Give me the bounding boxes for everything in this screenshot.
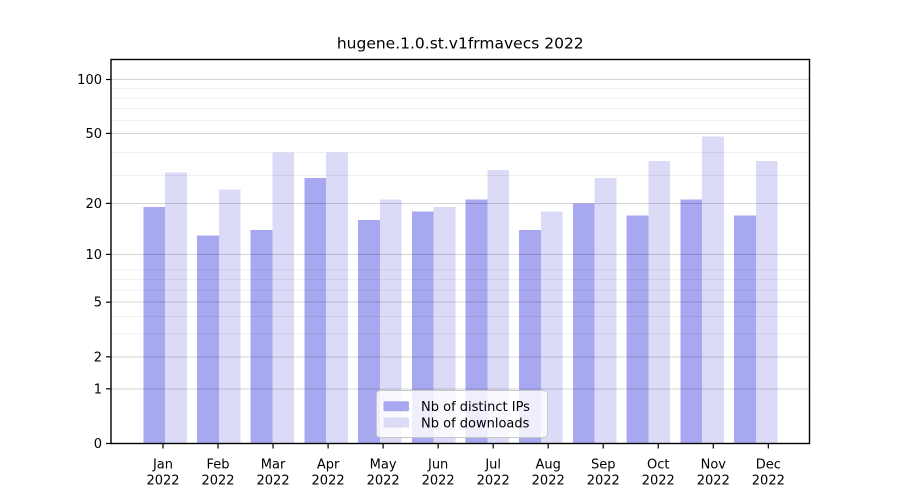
legend-swatch-downloads [383, 417, 409, 428]
x-axis-month-label: Nov [701, 458, 727, 473]
x-axis-month-label: Sep [591, 458, 616, 473]
x-axis-year-label: 2022 [697, 474, 730, 489]
x-axis-month-label: May [370, 458, 397, 473]
x-axis-year-label: 2022 [257, 474, 290, 489]
x-axis-year-label: 2022 [146, 474, 179, 489]
legend-box [376, 390, 548, 438]
x-axis-year-label: 2022 [422, 474, 455, 489]
bar-downloads-May [379, 199, 402, 444]
x-axis-month-label: Aug [536, 458, 561, 473]
x-axis-month-label: Feb [207, 458, 230, 473]
bar-distinct-ips-Jun [411, 211, 434, 444]
bar-distinct-ips-Nov [680, 199, 703, 444]
bar-downloads-Dec [755, 160, 778, 444]
x-axis-year-label: 2022 [587, 474, 620, 489]
bar-distinct-ips-Sep [572, 203, 595, 444]
y-axis-tick-label: 5 [94, 296, 102, 311]
bar-downloads-Jan [165, 172, 187, 444]
bar-downloads-Sep [594, 177, 617, 444]
x-axis-year-label: 2022 [532, 474, 565, 489]
x-axis-month-label: Dec [756, 458, 781, 473]
x-axis-month-label: Apr [317, 458, 340, 473]
bar-downloads-Oct [648, 160, 671, 444]
bar-downloads-Jul [487, 170, 509, 444]
x-axis-year-label: 2022 [752, 474, 785, 489]
legend-label-distinct-ips: Nb of distinct IPs [421, 400, 530, 415]
bar-distinct-ips-Mar [250, 229, 273, 444]
x-axis-year-label: 2022 [367, 474, 400, 489]
legend-label-downloads: Nb of downloads [421, 416, 530, 431]
y-axis-tick-label: 50 [85, 127, 102, 142]
bar-distinct-ips-Jan [143, 207, 166, 444]
bar-downloads-Nov [702, 136, 724, 444]
bar-downloads-Feb [218, 189, 241, 444]
bar-downloads-Apr [326, 152, 348, 444]
y-axis-tick-label: 100 [77, 73, 102, 88]
y-axis-tick-label: 1 [94, 382, 102, 397]
y-axis-tick-label: 10 [85, 248, 102, 263]
bar-distinct-ips-May [358, 220, 380, 444]
y-axis-tick-label: 0 [94, 437, 102, 452]
y-axis-tick-label: 2 [94, 350, 102, 365]
y-axis-tick-label: 20 [85, 197, 102, 212]
x-axis-month-label: Jun [427, 458, 448, 473]
bar-distinct-ips-Feb [197, 235, 219, 444]
bar-distinct-ips-Jul [465, 199, 488, 444]
bar-distinct-ips-Dec [734, 215, 756, 444]
chart-title: hugene.1.0.st.v1frmavecs 2022 [337, 35, 584, 53]
x-axis-month-label: Jul [484, 458, 501, 473]
bar-downloads-Jun [433, 207, 456, 444]
x-axis-year-label: 2022 [477, 474, 510, 489]
x-axis-year-label: 2022 [312, 474, 345, 489]
bar-downloads-Aug [540, 211, 563, 444]
x-axis-month-label: Jan [152, 458, 173, 473]
plot-border [110, 58, 811, 445]
bar-distinct-ips-Apr [304, 177, 327, 444]
x-axis-month-label: Oct [647, 458, 669, 473]
bar-distinct-ips-Oct [626, 215, 649, 444]
x-axis-month-label: Mar [261, 458, 286, 473]
bar-downloads-Mar [272, 152, 295, 444]
x-axis-year-label: 2022 [201, 474, 234, 489]
legend-swatch-distinct-ips [383, 401, 409, 412]
x-axis-year-label: 2022 [642, 474, 675, 489]
